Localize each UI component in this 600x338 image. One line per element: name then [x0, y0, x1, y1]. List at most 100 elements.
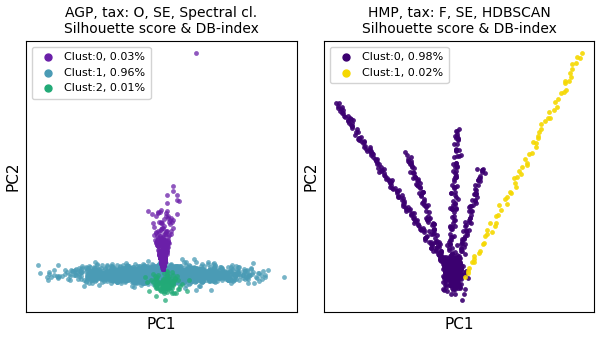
Point: [158, 248, 167, 254]
Point: [148, 221, 157, 226]
Point: [83, 265, 93, 271]
Point: [426, 245, 436, 250]
Point: [447, 227, 457, 232]
Point: [173, 268, 182, 273]
Point: [125, 272, 135, 277]
Point: [139, 273, 148, 278]
Point: [190, 279, 200, 285]
Point: [197, 271, 206, 277]
Point: [151, 270, 160, 276]
Point: [116, 278, 126, 284]
Point: [449, 264, 459, 270]
Point: [459, 236, 469, 241]
Point: [178, 267, 188, 273]
Point: [446, 238, 456, 243]
Point: [152, 268, 162, 273]
Point: [193, 268, 202, 273]
Point: [104, 271, 114, 276]
Point: [333, 103, 343, 109]
Point: [132, 270, 142, 275]
Point: [453, 270, 463, 275]
Point: [431, 248, 441, 254]
Point: [456, 272, 466, 277]
Point: [158, 284, 167, 290]
Point: [257, 273, 266, 278]
Point: [446, 257, 455, 262]
Point: [446, 269, 456, 274]
Point: [110, 269, 119, 274]
Point: [108, 269, 118, 275]
Point: [436, 256, 445, 262]
Point: [133, 275, 142, 281]
Point: [151, 267, 161, 272]
Point: [453, 262, 463, 267]
Point: [157, 261, 167, 267]
Point: [448, 234, 457, 239]
Point: [166, 221, 175, 226]
Point: [122, 275, 132, 281]
Point: [158, 272, 167, 277]
Point: [172, 279, 182, 284]
Point: [446, 264, 455, 269]
Point: [466, 203, 475, 209]
Point: [165, 269, 175, 274]
Point: [451, 272, 461, 278]
Point: [152, 263, 161, 268]
Point: [158, 271, 167, 277]
Point: [158, 265, 168, 271]
Point: [182, 273, 192, 278]
Point: [150, 272, 160, 278]
Point: [140, 267, 149, 272]
Point: [76, 277, 85, 282]
Point: [138, 262, 148, 267]
Point: [448, 288, 458, 293]
Point: [158, 265, 168, 271]
Point: [205, 277, 215, 282]
Point: [155, 253, 164, 259]
Point: [193, 274, 202, 280]
Point: [420, 237, 430, 242]
Point: [139, 276, 148, 281]
Point: [436, 255, 445, 261]
Point: [412, 181, 421, 186]
Point: [176, 267, 186, 273]
Point: [448, 279, 457, 284]
Point: [392, 188, 402, 193]
Point: [139, 269, 148, 275]
Point: [434, 245, 444, 250]
Point: [448, 271, 458, 276]
Point: [493, 212, 503, 217]
Point: [457, 265, 466, 270]
Point: [452, 273, 461, 279]
Point: [172, 268, 182, 273]
Point: [452, 153, 462, 159]
Point: [155, 276, 164, 282]
Point: [165, 271, 175, 276]
Point: [88, 272, 98, 277]
Point: [103, 272, 112, 277]
Point: [213, 270, 223, 275]
Point: [223, 275, 233, 281]
Point: [162, 285, 172, 290]
Point: [164, 272, 173, 277]
Point: [236, 273, 245, 279]
Point: [160, 277, 170, 283]
Point: [130, 269, 139, 274]
Point: [89, 267, 98, 272]
Point: [152, 270, 162, 275]
Point: [158, 270, 168, 275]
Point: [190, 276, 199, 282]
Point: [126, 270, 136, 275]
Point: [157, 261, 167, 267]
Point: [155, 268, 165, 273]
Point: [140, 275, 149, 280]
Point: [102, 270, 112, 275]
Point: [137, 267, 146, 273]
Point: [157, 249, 167, 254]
Point: [193, 271, 202, 276]
Point: [160, 255, 169, 260]
Point: [436, 250, 445, 256]
Point: [421, 235, 430, 240]
Point: [170, 272, 180, 277]
Point: [122, 275, 132, 281]
